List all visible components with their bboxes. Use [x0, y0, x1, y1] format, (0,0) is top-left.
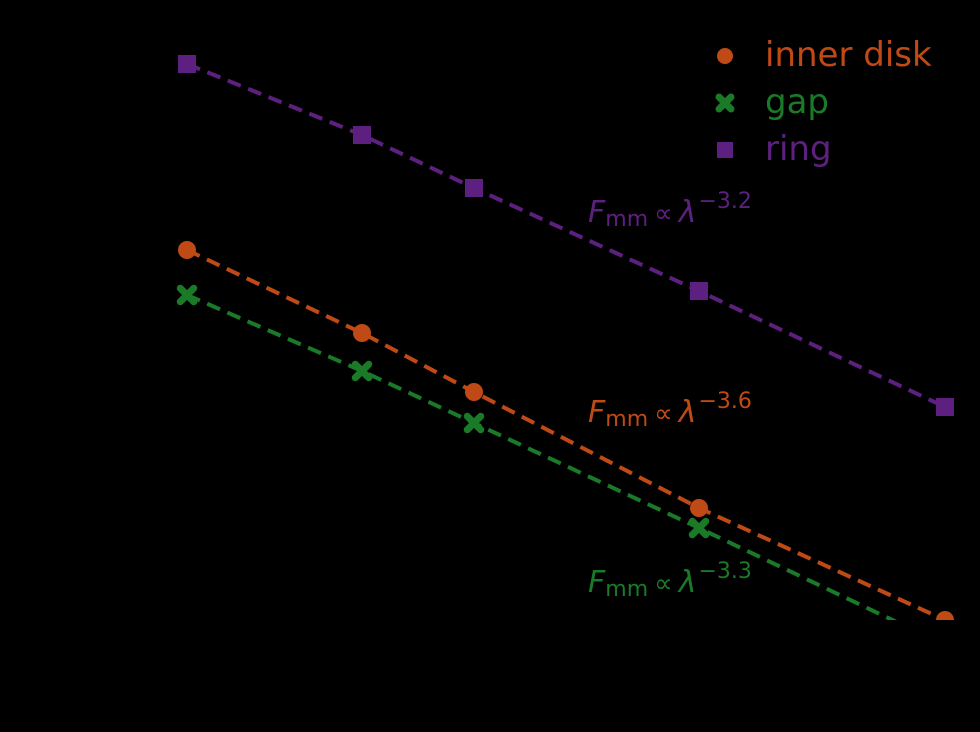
- square-marker-icon: [178, 55, 196, 73]
- series-inner-disk: [178, 241, 954, 620]
- legend-label: ring: [765, 129, 832, 169]
- circle-marker-icon: [353, 324, 371, 342]
- x-marker-icon: [715, 93, 735, 113]
- square-marker-icon: [353, 126, 371, 144]
- square-marker-icon: [465, 179, 483, 197]
- legend: inner disk gap ring: [715, 35, 932, 169]
- fit-label-gap: Fmm ∝ λ−3.3: [588, 559, 752, 602]
- series-ring: [178, 55, 954, 416]
- legend-item-gap: gap: [715, 82, 829, 122]
- fit-annotations: Fmm ∝ λ−3.2 Fmm ∝ λ−3.6 Fmm ∝ λ−3.3: [588, 189, 752, 602]
- circle-marker-icon: [690, 499, 708, 517]
- series-gap: [176, 284, 898, 620]
- circle-marker-icon: [178, 241, 196, 259]
- plot-area: [176, 55, 954, 620]
- legend-label: inner disk: [765, 35, 932, 75]
- circle-marker-icon: [936, 611, 954, 620]
- fit-label-inner-disk: Fmm ∝ λ−3.6: [588, 389, 752, 432]
- x-marker-icon: [463, 412, 485, 434]
- x-marker-icon: [351, 360, 373, 382]
- x-marker-icon: [688, 517, 710, 539]
- fit-label-ring: Fmm ∝ λ−3.2: [588, 189, 752, 232]
- x-marker-icon: [176, 284, 198, 306]
- square-marker-icon: [717, 142, 733, 158]
- square-marker-icon: [936, 398, 954, 416]
- legend-label: gap: [765, 82, 829, 122]
- circle-marker-icon: [465, 383, 483, 401]
- legend-item-ring: ring: [717, 129, 832, 169]
- square-marker-icon: [690, 282, 708, 300]
- circle-marker-icon: [717, 48, 733, 64]
- legend-item-inner-disk: inner disk: [717, 35, 932, 75]
